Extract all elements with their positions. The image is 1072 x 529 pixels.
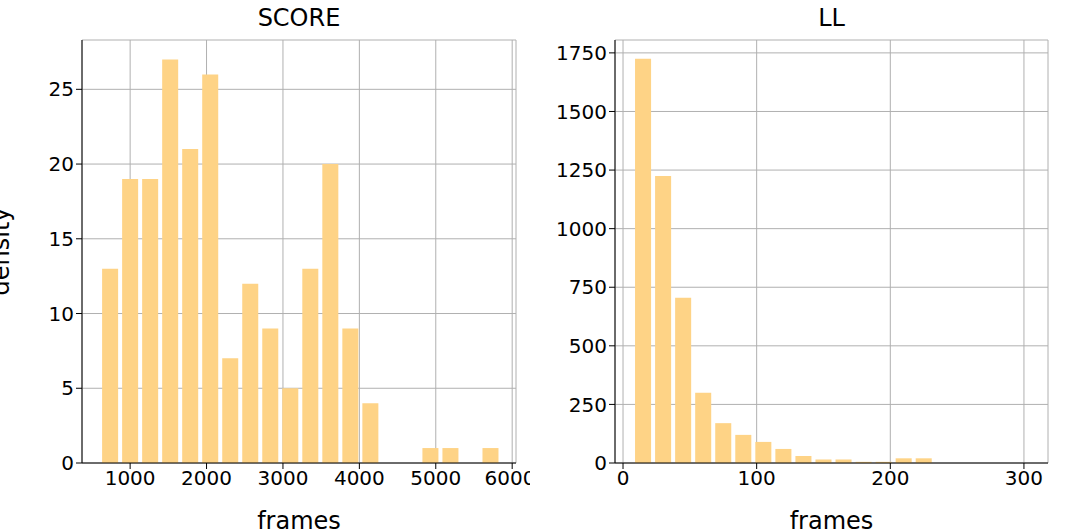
html-text:SCORE: SCORE	[257, 4, 341, 32]
html-text:LL: LL	[818, 4, 845, 32]
svg-text:500: 500	[569, 334, 607, 358]
svg-text:0: 0	[617, 466, 630, 490]
svg-text:25: 25	[49, 77, 74, 101]
svg-text:2000: 2000	[181, 466, 232, 490]
svg-text:4000: 4000	[334, 466, 385, 490]
svg-text:0: 0	[594, 451, 607, 475]
svg-text:6000: 6000	[485, 466, 530, 490]
svg-text:200: 200	[871, 466, 909, 490]
svg-text:15: 15	[49, 227, 74, 251]
svg-text:10: 10	[49, 302, 74, 326]
svg-text:1750: 1750	[556, 41, 607, 65]
svg-text:1000: 1000	[556, 217, 607, 241]
svg-text:1250: 1250	[556, 158, 607, 182]
svg-text:250: 250	[569, 393, 607, 417]
svg-text:1000: 1000	[105, 466, 156, 490]
svg-text:20: 20	[49, 152, 74, 176]
svg-text:frames: frames	[790, 507, 874, 529]
svg-text:750: 750	[569, 275, 607, 299]
svg-text:0: 0	[61, 451, 74, 475]
svg-text:frames: frames	[257, 507, 341, 529]
svg-text:5: 5	[61, 376, 74, 400]
svg-text:100: 100	[738, 466, 776, 490]
svg-text:1500: 1500	[556, 100, 607, 124]
svg-text:density: density	[8, 208, 15, 296]
svg-text:300: 300	[1005, 466, 1043, 490]
svg-text:5000: 5000	[410, 466, 461, 490]
svg-text:3000: 3000	[258, 466, 309, 490]
